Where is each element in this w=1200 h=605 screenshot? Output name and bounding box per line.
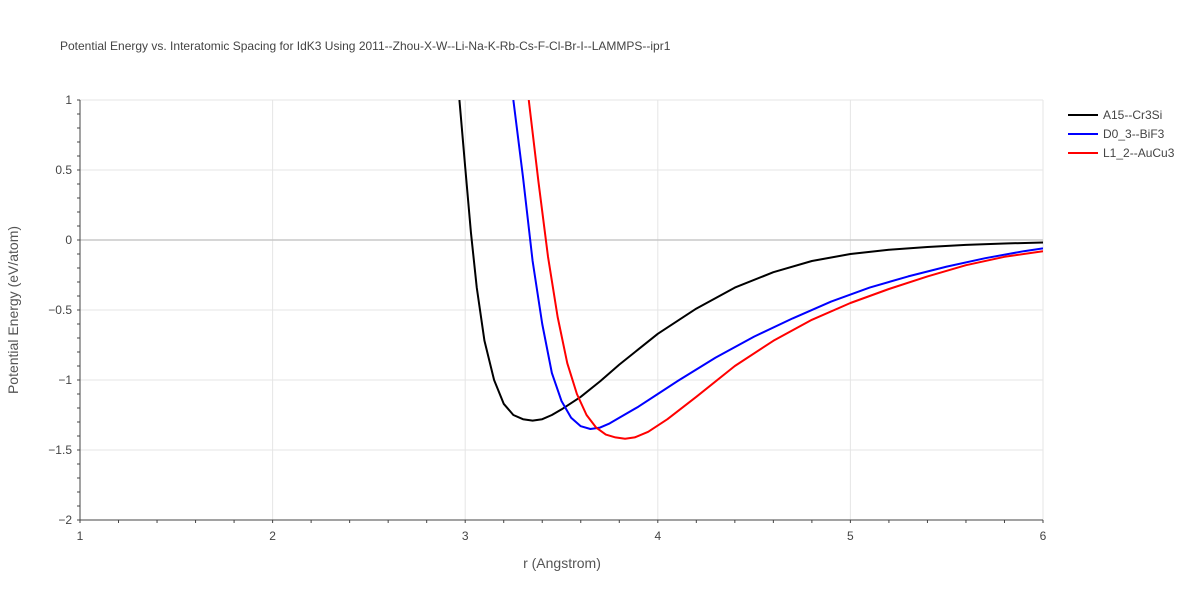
x-tick-label: 1: [77, 529, 84, 543]
series-line-2: [527, 100, 1043, 440]
plot-area: [458, 100, 1043, 440]
legend: A15--Cr3Si D0_3--BiF3 L1_2--AuCu3: [1068, 108, 1175, 160]
y-tick-label: 1: [65, 93, 72, 107]
series-line-1: [512, 100, 1043, 430]
x-tick-label: 5: [847, 529, 854, 543]
x-tick-label: 2: [269, 529, 276, 543]
y-tick-label: −1.5: [48, 443, 72, 457]
chart-title: Potential Energy vs. Interatomic Spacing…: [60, 39, 671, 53]
x-axis-title: r (Angstrom): [523, 555, 601, 571]
y-tick-label: 0.5: [55, 163, 72, 177]
legend-label: L1_2--AuCu3: [1103, 146, 1175, 160]
x-tick-label: 6: [1040, 529, 1047, 543]
series-line-0: [458, 100, 1043, 422]
grid: [80, 99, 1044, 520]
legend-label: A15--Cr3Si: [1103, 108, 1162, 122]
y-tick-label: −2: [58, 513, 72, 527]
x-tick-label: 4: [654, 529, 661, 543]
y-axis-title: Potential Energy (eV/atom): [5, 226, 21, 394]
y-tick-label: −1: [58, 373, 72, 387]
legend-label: D0_3--BiF3: [1103, 127, 1165, 141]
y-tick-label: −0.5: [48, 303, 72, 317]
axes: 1 2 3 4 5 6 −2 −1.5 −1 −0.5 0 0.5 1: [48, 93, 1046, 543]
y-tick-label: 0: [65, 233, 72, 247]
x-tick-label: 3: [462, 529, 469, 543]
